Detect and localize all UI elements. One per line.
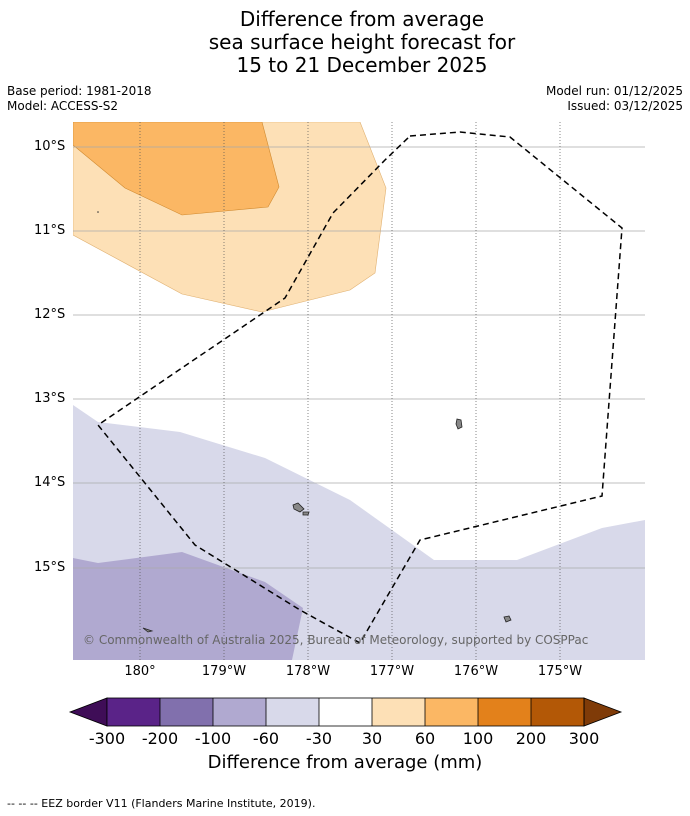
colorbar-tick-7: 60 bbox=[414, 729, 436, 748]
anomaly-region-neg60-neg100 bbox=[73, 552, 303, 660]
colorbar-seg-2 bbox=[160, 698, 213, 726]
lon-label-175w: 175°W bbox=[537, 664, 583, 679]
lat-label-13s: 13°S bbox=[34, 391, 66, 406]
lat-label-11s: 11°S bbox=[34, 223, 66, 238]
islands bbox=[97, 211, 512, 633]
colorbar-tick-4: -60 bbox=[252, 729, 280, 748]
map-title: Difference from average sea surface heig… bbox=[0, 8, 690, 77]
island-small-southwest bbox=[142, 627, 154, 633]
base-period: Base period: 1981-2018 bbox=[7, 84, 152, 98]
colorbar-seg-4 bbox=[266, 698, 319, 726]
title-line-1: Difference from average bbox=[239, 7, 485, 31]
colorbar-seg-8 bbox=[478, 698, 531, 726]
lon-label-179w: 179°W bbox=[201, 664, 247, 679]
lon-label-177w: 177°W bbox=[369, 664, 415, 679]
lat-gridlines bbox=[73, 146, 645, 569]
lat-label-14s: 14°S bbox=[34, 475, 66, 490]
meta-left: Base period: 1981-2018 Model: ACCESS-S2 bbox=[7, 84, 152, 114]
colorbar-tick-6: 30 bbox=[361, 729, 383, 748]
colorbar-tick-3: -100 bbox=[194, 729, 232, 748]
island-dot-northwest bbox=[97, 211, 99, 213]
anomaly-region-60-100 bbox=[73, 122, 280, 216]
colorbar-seg-5 bbox=[319, 698, 372, 726]
colorbar-extend-high bbox=[583, 697, 623, 727]
island-futuna bbox=[292, 502, 305, 513]
lon-label-178w: 178°W bbox=[285, 664, 331, 679]
copyright-notice: © Commonwealth of Australia 2025, Bureau… bbox=[83, 633, 589, 647]
title-line-2: sea surface height forecast for bbox=[208, 30, 516, 54]
colorbar-title: Difference from average (mm) bbox=[207, 752, 483, 773]
colorbar bbox=[68, 697, 623, 727]
lat-label-12s: 12°S bbox=[34, 307, 66, 322]
meta-right: Model run: 01/12/2025 Issued: 03/12/2025 bbox=[546, 84, 683, 114]
island-alofi bbox=[302, 511, 310, 516]
colorbar-seg-3 bbox=[213, 698, 266, 726]
eez-footnote: -- -- -- EEZ border V11 (Flanders Marine… bbox=[7, 797, 316, 810]
colorbar-seg-6 bbox=[372, 698, 425, 726]
issued-date: Issued: 03/12/2025 bbox=[567, 99, 683, 113]
colorbar-tick-5: -30 bbox=[305, 729, 333, 748]
island-wallis bbox=[455, 418, 463, 430]
model-run: Model run: 01/12/2025 bbox=[545, 84, 683, 98]
lon-label-180: 180° bbox=[124, 664, 156, 679]
colorbar-seg-9 bbox=[531, 698, 584, 726]
lon-label-176w: 176°W bbox=[453, 664, 499, 679]
lat-label-10s: 10°S bbox=[34, 139, 66, 154]
lat-label-15s: 15°S bbox=[34, 560, 66, 575]
colorbar-tick-8: 100 bbox=[462, 729, 494, 748]
colorbar-seg-1 bbox=[107, 698, 160, 726]
colorbar-tick-2: -200 bbox=[141, 729, 179, 748]
island-small-southeast bbox=[503, 615, 512, 623]
colorbar-tick-1: -300 bbox=[88, 729, 126, 748]
eez-border bbox=[96, 131, 623, 645]
title-line-3: 15 to 21 December 2025 bbox=[236, 53, 488, 77]
colorbar-extend-low bbox=[68, 697, 108, 727]
colorbar-tick-10: 300 bbox=[568, 729, 600, 748]
colorbar-tick-9: 200 bbox=[515, 729, 547, 748]
colorbar-seg-7 bbox=[425, 698, 478, 726]
model-name: Model: ACCESS-S2 bbox=[7, 99, 119, 113]
